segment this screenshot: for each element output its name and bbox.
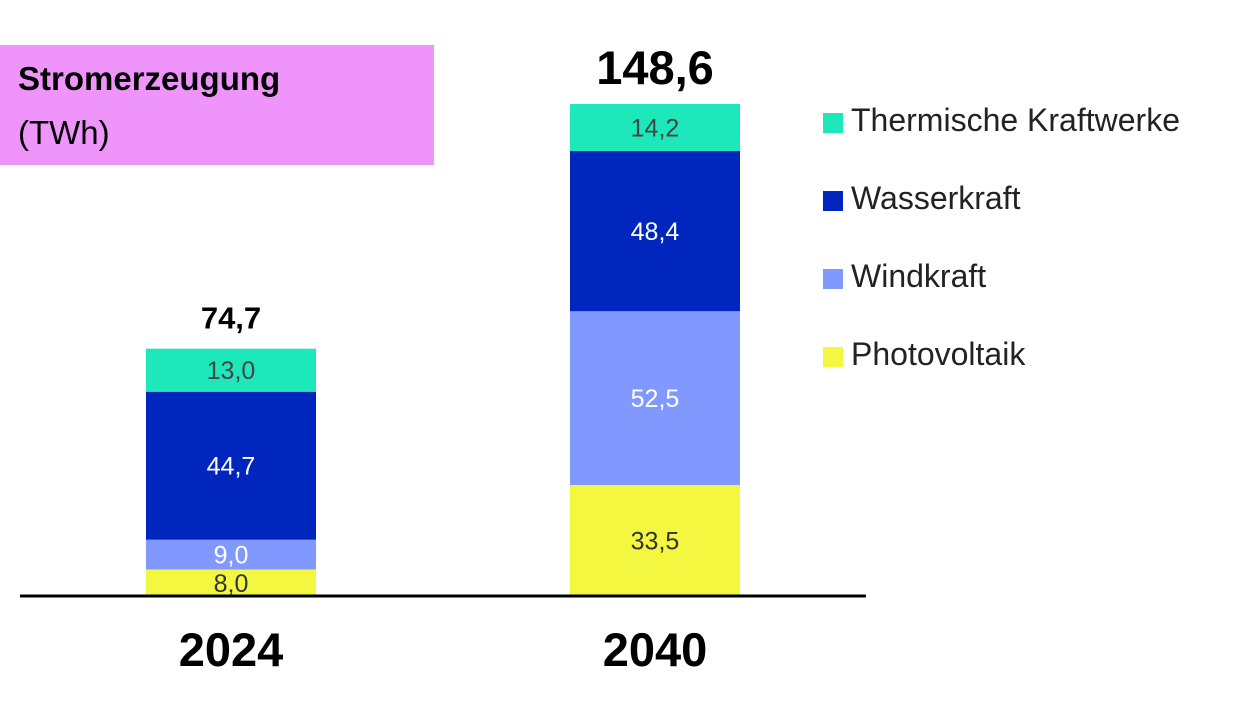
legend-item-photovoltaik: Photovoltaik	[823, 334, 1243, 374]
bar-segment-windkraft-2024	[146, 539, 316, 570]
legend-item-thermische-kraftwerke: Thermische Kraftwerke	[823, 100, 1243, 140]
legend-item-windkraft: Windkraft	[823, 256, 1243, 296]
title-box	[0, 45, 434, 165]
category-label-2040: 2040	[603, 623, 708, 676]
total-label-2040: 148,6	[596, 41, 714, 94]
total-label-2024: 74,7	[201, 301, 261, 336]
data-label-photovoltaik-2040: 33,5	[631, 528, 680, 556]
legend-swatch-wasserkraft	[823, 191, 843, 211]
legend-label-thermische-kraftwerke: Thermische Kraftwerke	[851, 102, 1180, 138]
bar-segment-photovoltaik-2024	[146, 569, 316, 596]
legend-label-windkraft: Windkraft	[851, 258, 987, 294]
bar-segment-photovoltaik-2040	[570, 485, 740, 596]
legend-item-wasserkraft: Wasserkraft	[823, 178, 1243, 218]
legend-swatch-photovoltaik	[823, 347, 843, 367]
data-label-windkraft-2040: 52,5	[631, 385, 680, 413]
bar-segment-wasserkraft-2040	[570, 151, 740, 312]
legend-label-wasserkraft: Wasserkraft	[851, 180, 1021, 216]
chart-title: Stromerzeugung	[18, 60, 281, 97]
legend-label-photovoltaik: Photovoltaik	[851, 336, 1026, 372]
bar-segment-windkraft-2040	[570, 311, 740, 486]
chart-unit-subtitle: (TWh)	[18, 114, 110, 151]
data-label-thermische-kraftwerke-2040: 14,2	[631, 115, 680, 143]
data-label-photovoltaik-2024: 8,0	[214, 570, 249, 598]
bar-segment-wasserkraft-2024	[146, 391, 316, 540]
legend-swatch-thermische-kraftwerke	[823, 113, 843, 133]
legend-swatch-windkraft	[823, 269, 843, 289]
data-label-thermische-kraftwerke-2024: 13,0	[207, 357, 256, 385]
category-label-2024: 2024	[179, 623, 284, 676]
bar-segment-thermische-kraftwerke-2040	[570, 104, 740, 152]
data-label-wasserkraft-2024: 44,7	[207, 453, 256, 481]
data-label-windkraft-2024: 9,0	[214, 542, 249, 570]
bar-segment-thermische-kraftwerke-2024	[146, 348, 316, 392]
data-label-wasserkraft-2040: 48,4	[631, 218, 680, 246]
